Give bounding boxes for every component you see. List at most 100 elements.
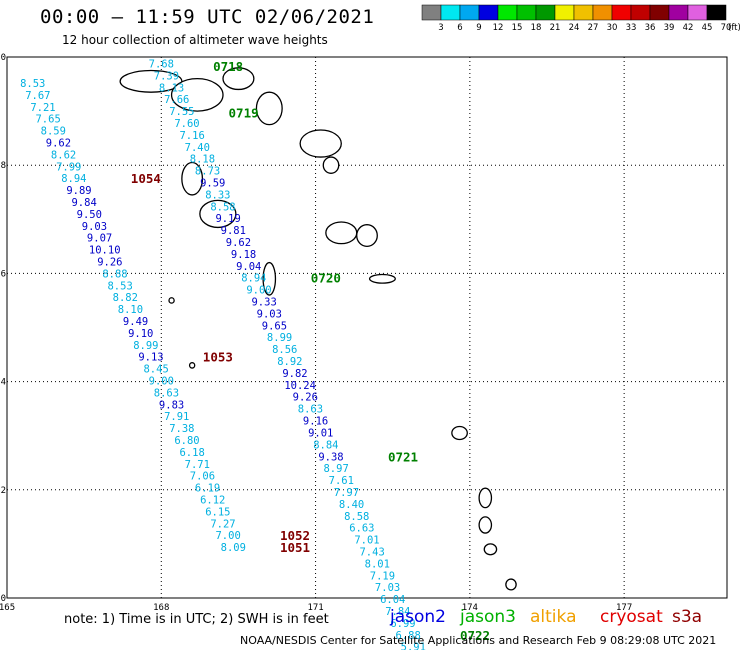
wave-height-value: 8.97 [323,463,348,475]
wave-height-value: 7.84 [385,606,410,618]
legend-swatch [611,4,632,21]
legend-swatch [459,4,480,21]
wave-height-value: 9.89 [66,185,91,197]
page-subtitle: 12 hour collection of altimeter wave hei… [62,33,328,47]
wave-height-value: 8.01 [365,558,390,570]
legend-swatch [592,4,613,21]
island-outline [322,156,340,174]
wave-height-value: 9.18 [231,249,256,261]
island-outline [222,67,255,91]
lat-tick-label: 8 [1,161,6,171]
legend-label: 33 [626,23,637,33]
legend-swatch [535,4,556,21]
island-outline [505,578,517,591]
time-label: 0718 [213,59,243,74]
wave-height-value: 7.91 [164,411,189,423]
lat-tick-label: 2 [1,486,6,496]
wave-height-value: 8.58 [210,201,235,213]
wave-height-value: 7.03 [375,582,400,594]
wave-height-value: 8.99 [267,332,292,344]
island-outline [451,425,468,441]
wave-height-value: 8.09 [221,542,246,554]
wave-height-value: 7.97 [334,487,359,499]
wave-height-value: 7.40 [185,142,210,154]
legend-label: 21 [550,23,561,33]
lon-tick-label: 168 [153,603,169,613]
wave-height-value: 6.04 [380,594,405,606]
time-label: 1052 [280,528,310,543]
satellite-jason2: jason2 [390,607,446,627]
wave-height-value: 9.03 [82,221,107,233]
wave-height-value: 6.80 [174,435,199,447]
wave-height-value: 9.00 [149,376,174,388]
island-outline [168,297,175,304]
time-label: 0721 [388,449,418,464]
island-outline [170,77,224,112]
wave-height-value: 5.91 [401,642,426,650]
legend-swatch [516,4,537,21]
wave-height-value: 8.45 [143,364,168,376]
wave-height-value: 8.58 [344,511,369,523]
time-label: 0722 [460,628,490,643]
wave-height-value: 9.01 [308,427,333,439]
wave-height-value: 7.61 [329,475,354,487]
wave-height-value: 7.00 [215,530,240,542]
wave-height-value: 9.33 [251,297,276,309]
wave-height-value: 7.21 [30,102,55,114]
wave-height-value: 9.82 [282,368,307,380]
wave-height-value: 9.00 [246,285,271,297]
island-outline [478,487,493,509]
legend-swatch [573,4,594,21]
wave-height-value: 8.18 [190,154,215,166]
credit-line: NOAA/NESDIS Center for Satellite Applica… [240,634,717,647]
legend-swatch [421,4,442,21]
wave-height-value: 7.99 [56,161,81,173]
legend-label: 45 [702,23,713,33]
wave-height-value: 8.82 [113,292,138,304]
legend-label: 70 [721,23,732,33]
satellite-s3a: s3a [672,607,703,627]
wave-height-value: 9.19 [215,213,240,225]
wave-height-value: 8.94 [241,273,266,285]
wave-height-value: 9.04 [236,261,261,273]
wave-height-value: 9.38 [318,451,343,463]
wave-height-value: 7.68 [149,58,174,70]
wave-height-value: 8.92 [277,356,302,368]
wave-height-value: 7.55 [169,106,194,118]
wave-height-value: 9.49 [123,316,148,328]
satellite-altika: altika [530,607,577,627]
wave-height-value: 6.88 [395,630,420,642]
wave-height-value: 9.16 [303,416,328,428]
wave-height-value: 9.83 [159,399,184,411]
legend-label: 30 [607,23,618,33]
time-label: 1054 [131,171,161,186]
lat-tick-label: 10 [0,53,6,63]
wave-height-value: 8.59 [41,126,66,138]
legend-swatch [440,4,461,21]
wave-height-value: 7.66 [164,94,189,106]
wave-height-value: 7.60 [174,118,199,130]
wave-height-value: 6.12 [200,495,225,507]
satellite-jason3: jason3 [460,607,516,627]
wave-height-value: 8.63 [154,387,179,399]
island-outline [181,161,204,196]
wave-height-value: 6.18 [179,447,204,459]
legend-label: 27 [588,23,599,33]
legend-swatch [630,4,651,21]
wave-height-value: 6.15 [205,506,230,518]
wave-height-value: 6.63 [349,523,374,535]
wave-height-value: 7.65 [35,114,60,126]
lat-tick-label: 6 [1,269,6,279]
footer-note: note: 1) Time is in UTC; 2) SWH is in fe… [64,612,329,627]
wave-height-value: 9.26 [97,256,122,268]
page-title: 00:00 – 11:59 UTC 02/06/2021 [40,6,375,28]
wave-height-value: 9.81 [221,225,246,237]
wave-height-value: 8.56 [272,344,297,356]
legend-label: 9 [476,23,481,33]
legend-label: 42 [683,23,694,33]
wave-height-value: 8.10 [118,304,143,316]
island-outline [325,221,358,245]
wave-height-value: 9.03 [257,308,282,320]
wave-height-value: 7.19 [370,570,395,582]
lat-tick-label: 0 [1,594,6,604]
